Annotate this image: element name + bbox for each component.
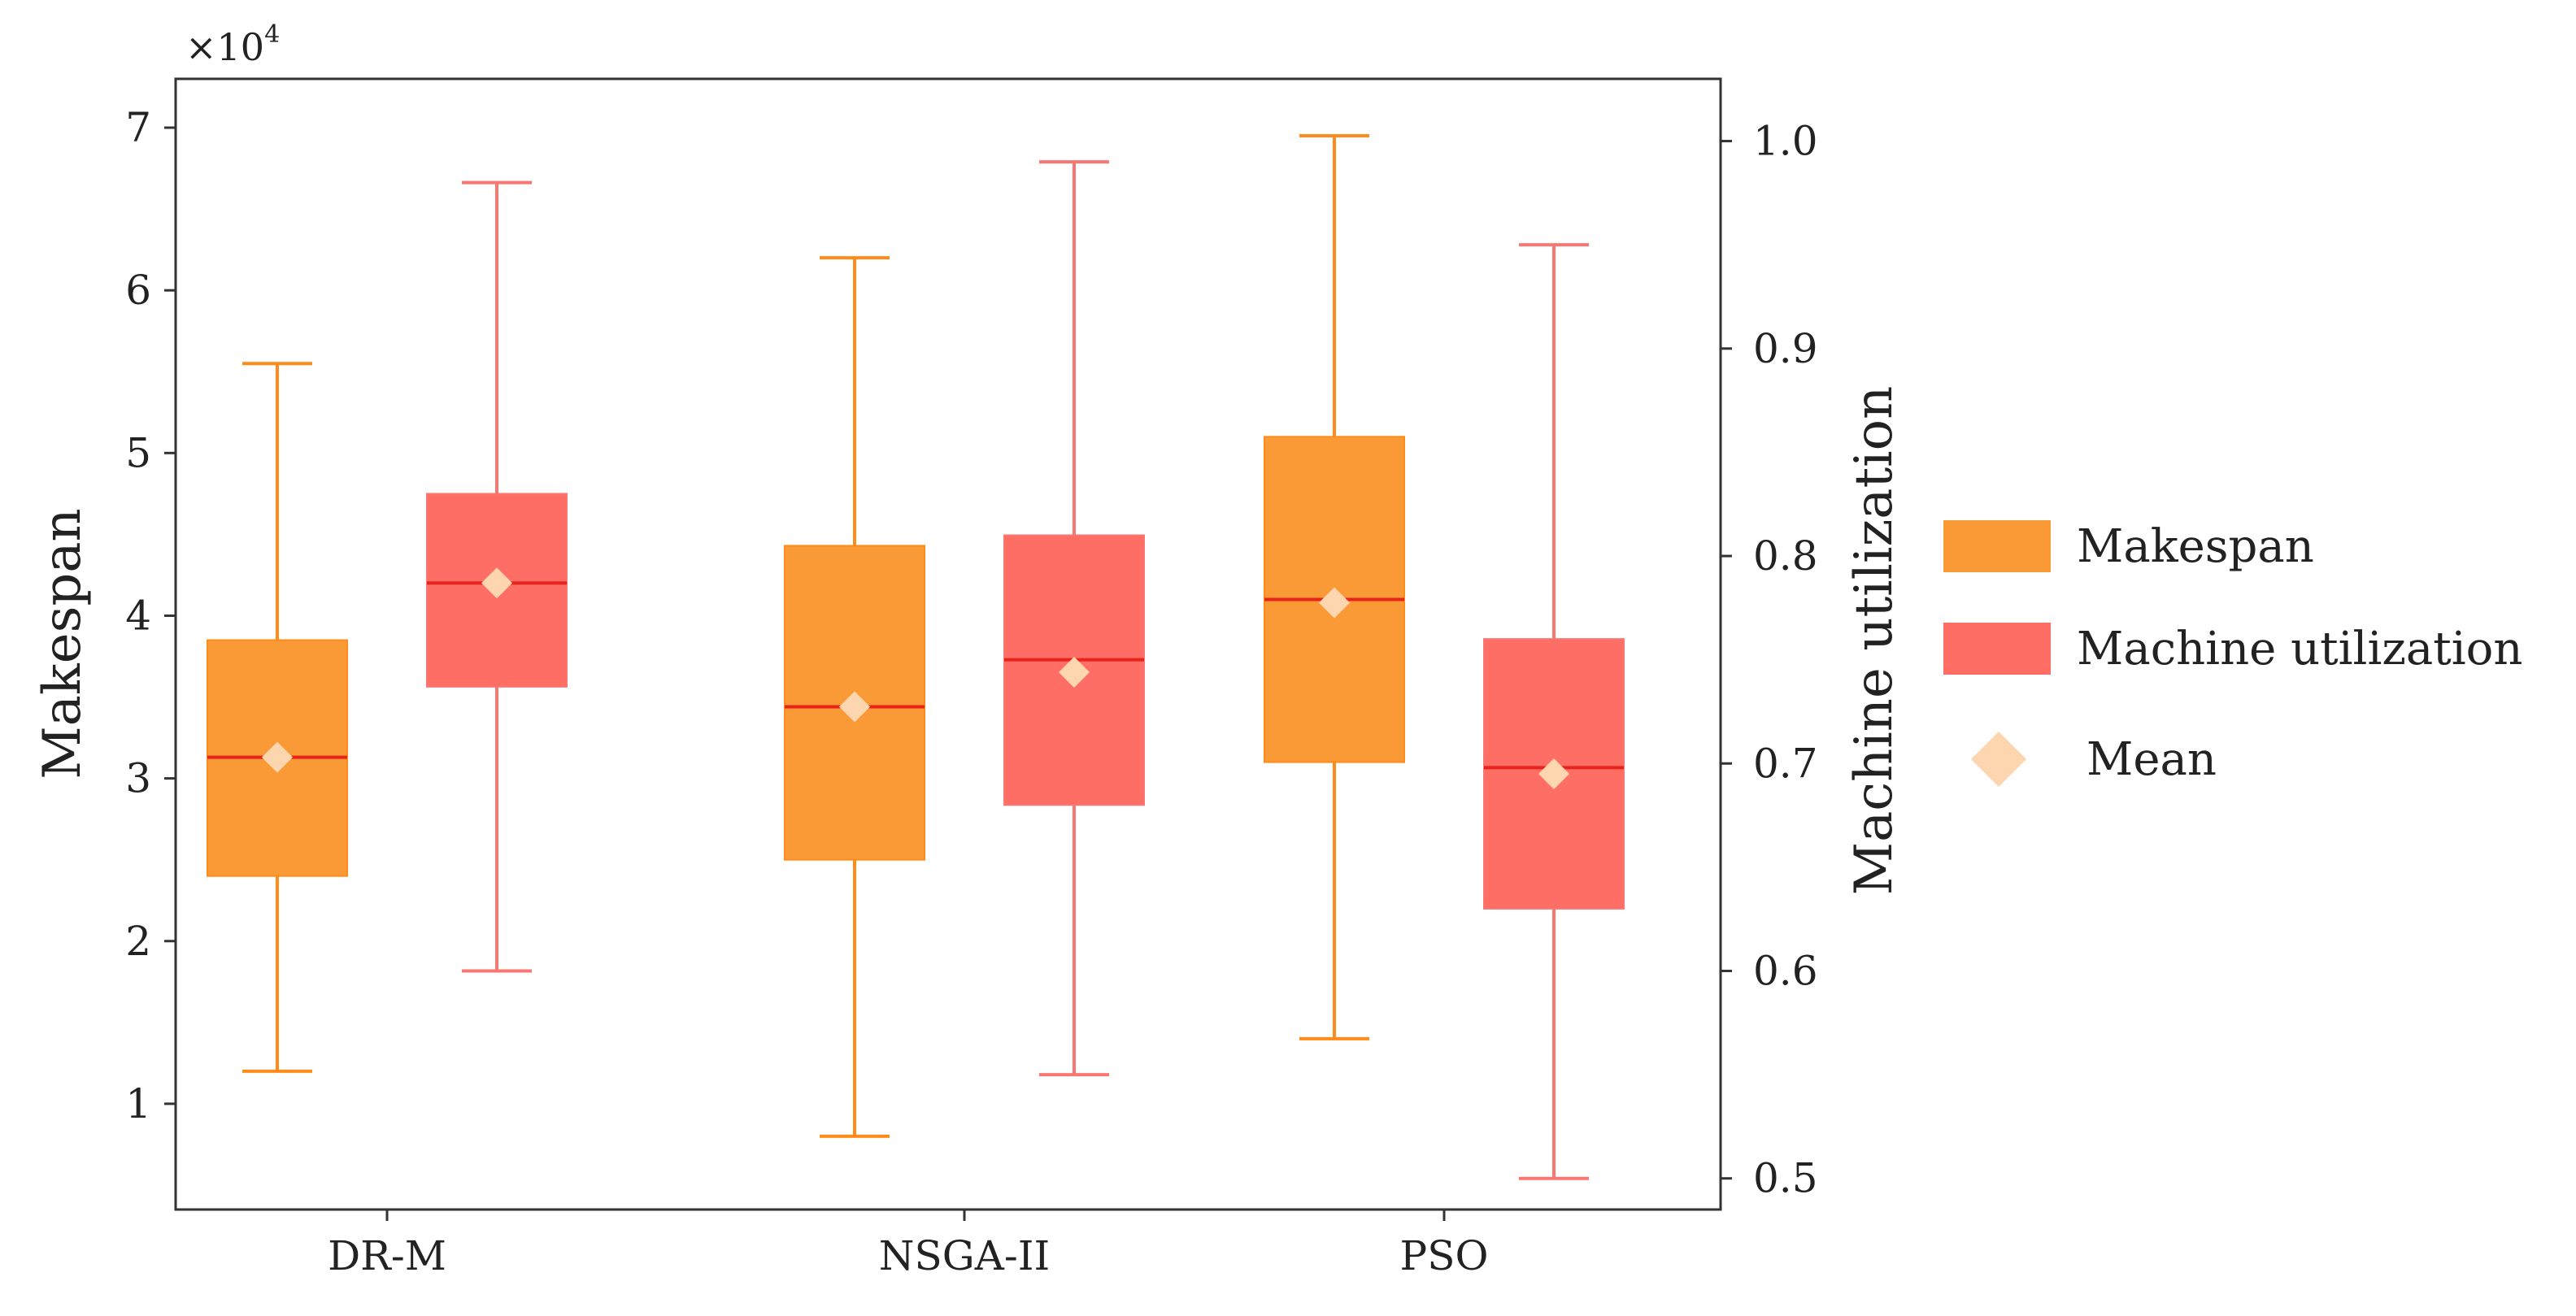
right-tick-label: 0.7 — [1753, 740, 1818, 787]
x-tick-label: NSGA-II — [879, 1232, 1050, 1279]
legend: Makespan Machine utilization Mean — [1943, 520, 2522, 787]
legend-label-mean: Mean — [2086, 733, 2217, 786]
x-axis-ticks: DR-M NSGA-II PSO — [328, 1210, 1488, 1279]
mean-marker — [839, 691, 870, 723]
right-tick-label: 0.9 — [1753, 325, 1818, 372]
mean-marker — [262, 741, 293, 773]
box-machine-utilization-pso — [1483, 243, 1625, 1180]
left-tick-label: 7 — [125, 104, 151, 151]
legend-label-machine-utilization: Machine utilization — [2077, 623, 2522, 675]
left-tick-label: 6 — [125, 267, 151, 314]
left-axis-multiplier: ×104 — [185, 20, 280, 69]
legend-swatch-makespan — [1943, 520, 2051, 572]
box-machine-utilization-nsga-ii — [1003, 160, 1145, 1077]
mean-marker — [1538, 758, 1569, 790]
right-tick-label: 0.8 — [1753, 532, 1818, 580]
left-axis-title: Makespan — [33, 508, 93, 780]
left-tick-label: 4 — [125, 592, 151, 639]
mean-marker — [1059, 656, 1090, 688]
box-layer — [207, 134, 1625, 1180]
left-tick-label: 1 — [125, 1080, 151, 1127]
mean-marker — [481, 567, 512, 599]
box-makespan-nsga-ii — [784, 256, 925, 1138]
box-makespan-pso — [1264, 134, 1405, 1040]
right-axis-title: Machine utilization — [1844, 386, 1904, 896]
box-machine-utilization-dr-m — [426, 180, 568, 973]
mean-marker — [1319, 587, 1350, 619]
left-tick-label: 5 — [125, 429, 151, 476]
right-tick-label: 1.0 — [1753, 118, 1818, 165]
legend-swatch-machine-utilization — [1943, 623, 2051, 675]
x-tick-label: PSO — [1400, 1232, 1489, 1279]
legend-label-makespan: Makespan — [2077, 520, 2314, 573]
x-tick-label: DR-M — [328, 1232, 446, 1279]
left-axis-multiplier-base: ×10 — [185, 25, 264, 69]
left-tick-label: 2 — [125, 918, 151, 965]
box-makespan-dr-m — [207, 362, 348, 1073]
right-tick-label: 0.6 — [1753, 947, 1818, 994]
legend-swatch-mean — [1971, 732, 2026, 787]
right-tick-label: 0.5 — [1753, 1155, 1818, 1202]
left-axis-ticks: 1 2 3 4 5 6 7 — [125, 104, 176, 1127]
left-tick-label: 3 — [125, 755, 151, 802]
right-axis-ticks: 0.5 0.6 0.7 0.8 0.9 1.0 — [1721, 118, 1818, 1202]
left-axis-multiplier-exp: 4 — [264, 20, 280, 49]
